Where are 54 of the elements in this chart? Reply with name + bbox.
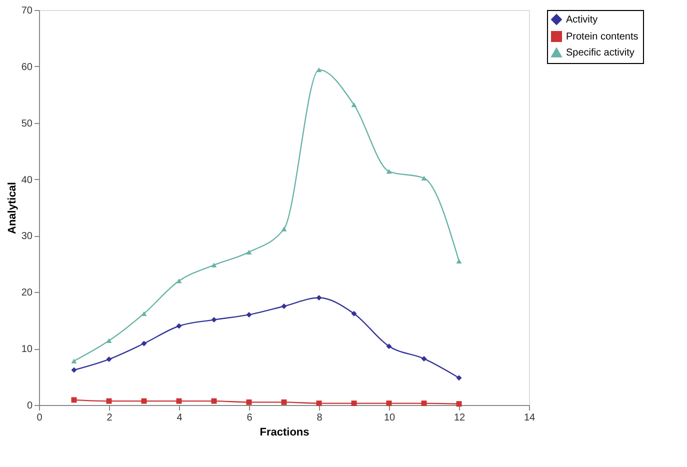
point: [71, 367, 77, 373]
x-axis-title: Fractions: [260, 426, 310, 438]
x-tick-label: 6: [246, 412, 253, 424]
point: [316, 400, 322, 406]
x-tick-label: 10: [384, 412, 396, 424]
y-tick-label: 20: [21, 288, 33, 299]
y-tick-label: 0: [26, 400, 33, 412]
point: [141, 398, 147, 404]
x-tick-label: 2: [106, 412, 113, 424]
x-tick-label: 14: [524, 412, 536, 424]
point: [281, 399, 287, 405]
point: [456, 401, 462, 407]
y-tick-label: 70: [21, 6, 33, 16]
y-tick-label: 50: [21, 118, 33, 130]
legend-label: Activity: [566, 14, 598, 26]
point: [211, 317, 217, 323]
y-axis-title: Analytical: [6, 182, 18, 234]
x-tick-label: 0: [36, 412, 43, 424]
legend-label: Protein contents: [566, 32, 638, 42]
point: [351, 310, 357, 316]
point: [71, 397, 77, 403]
point: [106, 398, 112, 404]
point: [351, 400, 357, 406]
point: [106, 356, 112, 362]
point: [106, 338, 112, 344]
point: [351, 102, 357, 108]
x-tick-label: 12: [454, 412, 466, 424]
point: [211, 398, 217, 404]
y-tick-label: 40: [21, 174, 33, 186]
point: [71, 358, 77, 364]
point: [316, 67, 322, 72]
point: [316, 295, 322, 301]
x-tick-label: 8: [316, 412, 323, 424]
x-tick-label: 4: [176, 412, 183, 424]
point: [281, 226, 287, 232]
point: [456, 258, 462, 264]
point: [456, 375, 462, 381]
point: [246, 399, 252, 405]
y-tick-label: 60: [21, 62, 33, 73]
point: [176, 323, 182, 329]
point: [386, 400, 392, 406]
point: [176, 398, 182, 404]
point: [211, 262, 217, 268]
point: [386, 169, 392, 174]
point: [421, 356, 427, 362]
point: [421, 400, 427, 406]
point: [246, 312, 252, 318]
y-tick-label: 30: [21, 231, 33, 242]
legend-label: Specific activity: [566, 48, 634, 58]
point: [246, 250, 252, 254]
y-tick-label: 10: [21, 344, 33, 356]
point: [141, 340, 147, 346]
point: [386, 344, 392, 350]
point: [421, 176, 427, 181]
